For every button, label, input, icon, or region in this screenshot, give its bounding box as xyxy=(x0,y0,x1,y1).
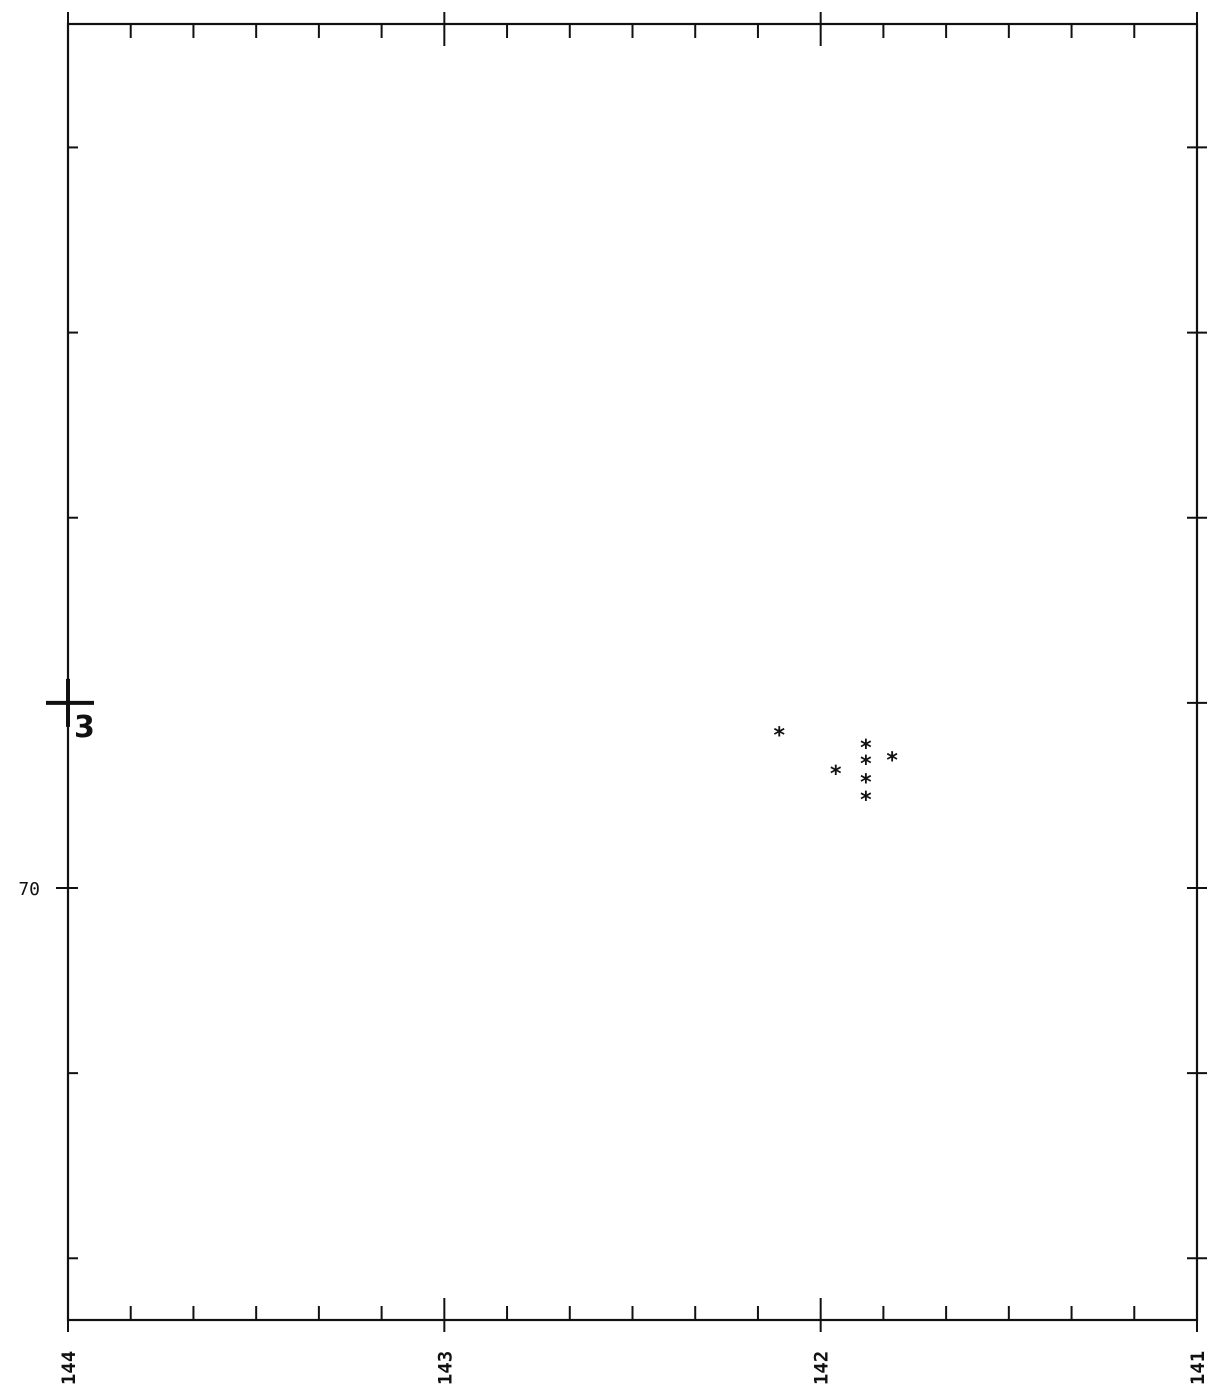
data-point: * xyxy=(774,724,786,749)
plus-marker: 3 xyxy=(46,678,95,745)
data-point: * xyxy=(830,762,842,787)
data-point: * xyxy=(860,736,872,761)
data-point: * xyxy=(886,748,898,773)
axis-tick-labels: 144 143 142 141 70 xyxy=(18,879,1207,1385)
axis-ticks xyxy=(56,12,1207,1332)
data-point: * xyxy=(860,771,872,796)
x-tick-label: 144 xyxy=(58,1351,80,1385)
data-points: ******* xyxy=(774,724,899,813)
data-point: * xyxy=(860,788,872,813)
x-tick-label: 141 xyxy=(1187,1351,1207,1385)
x-tick-label: 142 xyxy=(811,1351,833,1385)
x-tick-label: 143 xyxy=(434,1351,456,1385)
y-tick-label: 70 xyxy=(18,879,40,900)
data-point: * xyxy=(860,752,872,777)
plus-marker-label: 3 xyxy=(74,710,95,745)
plot-frame xyxy=(66,22,1199,1322)
